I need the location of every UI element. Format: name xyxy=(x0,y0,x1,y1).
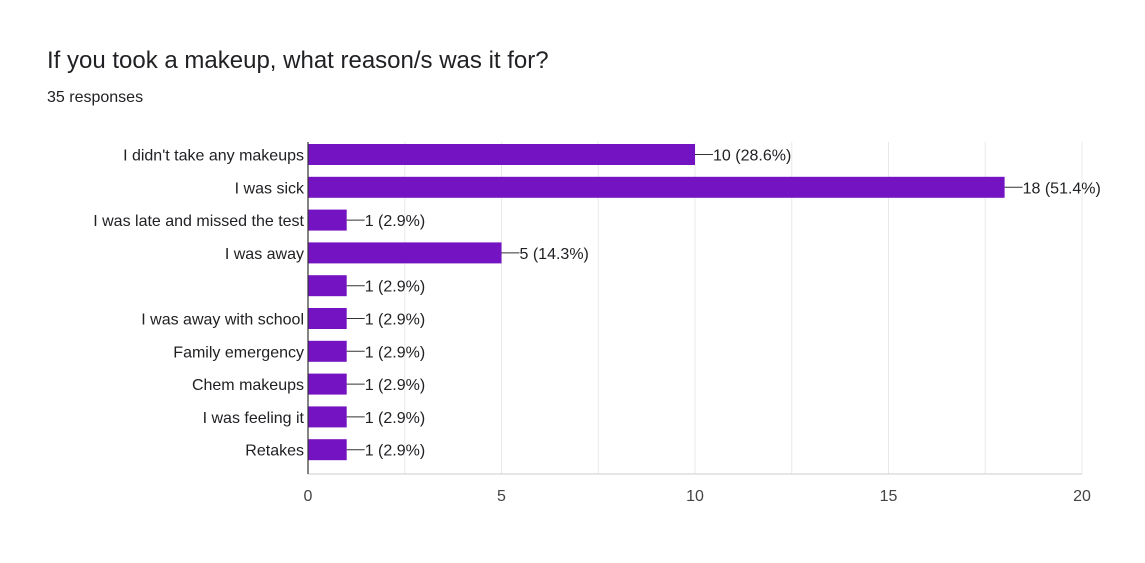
category-label: I was sick xyxy=(235,180,305,197)
category-label: I didn't take any makeups xyxy=(123,148,304,165)
category-label: I was feeling it xyxy=(203,410,305,427)
bar xyxy=(308,340,347,362)
bar xyxy=(308,308,347,329)
x-tick-label: 10 xyxy=(686,488,704,505)
category-label: Family emergency xyxy=(173,344,304,361)
category-label: Retakes xyxy=(245,443,304,460)
data-label: 10 (28.6%) xyxy=(713,148,791,165)
data-label: 5 (14.3%) xyxy=(520,246,589,263)
x-tick-label: 15 xyxy=(880,488,898,505)
bar xyxy=(308,373,347,395)
data-label: 1 (2.9%) xyxy=(365,344,425,361)
data-label: 1 (2.9%) xyxy=(365,312,425,329)
x-tick-label: 20 xyxy=(1073,488,1091,505)
response-count: 35 responses xyxy=(47,89,144,106)
bar xyxy=(308,144,695,165)
bar xyxy=(308,406,347,428)
data-label: 1 (2.9%) xyxy=(365,410,425,427)
category-label: Chem makeups xyxy=(192,377,304,394)
chart-title: If you took a makeup, what reason/s was … xyxy=(47,47,549,74)
labels: 0 5 10 15 20 I didn't take any makeups 10 (28.… xyxy=(93,148,1101,506)
category-label: I was away with school xyxy=(141,312,304,329)
bar xyxy=(308,439,347,461)
bars xyxy=(308,144,1005,461)
data-label: 1 (2.9%) xyxy=(365,279,425,296)
category-label: I was away xyxy=(225,246,304,263)
data-label: 1 (2.9%) xyxy=(365,377,425,394)
bar xyxy=(308,275,347,297)
category-label: I was late and missed the test xyxy=(93,213,304,230)
data-label: 18 (51.4%) xyxy=(1023,180,1101,197)
data-label: 1 (2.9%) xyxy=(365,213,425,230)
bar xyxy=(308,209,347,231)
x-tick-label: 5 xyxy=(497,488,506,505)
bar xyxy=(308,176,1005,198)
data-label: 1 (2.9%) xyxy=(365,443,425,460)
bar xyxy=(308,242,502,264)
axes xyxy=(307,142,1082,475)
x-tick-label: 0 xyxy=(304,488,313,505)
